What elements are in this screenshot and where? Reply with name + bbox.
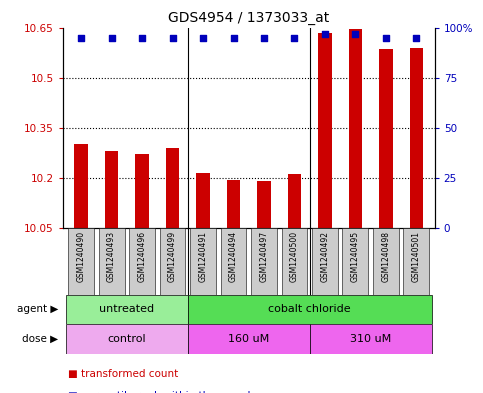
- Text: 160 uM: 160 uM: [228, 334, 270, 344]
- Bar: [188, 295, 432, 324]
- Bar: [166, 148, 179, 228]
- Text: GSM1240494: GSM1240494: [229, 231, 238, 283]
- Bar: [410, 48, 423, 228]
- Bar: [66, 324, 188, 354]
- Text: GSM1240500: GSM1240500: [290, 231, 299, 283]
- Text: GSM1240498: GSM1240498: [382, 231, 390, 282]
- Bar: [257, 181, 271, 228]
- Bar: [342, 228, 369, 295]
- Bar: [318, 33, 332, 228]
- Text: GSM1240491: GSM1240491: [199, 231, 208, 282]
- Bar: [68, 228, 94, 295]
- Point: [321, 30, 329, 37]
- Text: ■ transformed count: ■ transformed count: [68, 369, 178, 379]
- Bar: [227, 180, 241, 228]
- Bar: [135, 154, 149, 228]
- Bar: [282, 228, 307, 295]
- Point: [169, 34, 176, 40]
- Text: control: control: [108, 334, 146, 344]
- Bar: [105, 151, 118, 228]
- Point: [108, 34, 115, 40]
- Text: GSM1240499: GSM1240499: [168, 231, 177, 283]
- Text: GSM1240495: GSM1240495: [351, 231, 360, 283]
- Point: [352, 30, 359, 37]
- Point: [291, 34, 298, 40]
- Text: GSM1240501: GSM1240501: [412, 231, 421, 282]
- Bar: [74, 144, 88, 228]
- Text: GSM1240490: GSM1240490: [77, 231, 85, 283]
- Point: [138, 34, 146, 40]
- Point: [77, 34, 85, 40]
- Text: untreated: untreated: [99, 305, 155, 314]
- Bar: [310, 324, 432, 354]
- Bar: [188, 324, 310, 354]
- Bar: [379, 49, 393, 228]
- Bar: [403, 228, 429, 295]
- Point: [260, 34, 268, 40]
- Bar: [349, 29, 362, 228]
- Bar: [373, 228, 399, 295]
- Bar: [221, 228, 246, 295]
- Bar: [99, 228, 125, 295]
- Point: [199, 34, 207, 40]
- Text: GSM1240493: GSM1240493: [107, 231, 116, 283]
- Point: [382, 34, 390, 40]
- Bar: [66, 295, 188, 324]
- Title: GDS4954 / 1373033_at: GDS4954 / 1373033_at: [168, 11, 329, 25]
- Bar: [190, 228, 216, 295]
- Bar: [312, 228, 338, 295]
- Text: ■ percentile rank within the sample: ■ percentile rank within the sample: [68, 391, 256, 393]
- Text: GSM1240496: GSM1240496: [138, 231, 146, 283]
- Bar: [159, 228, 185, 295]
- Text: GSM1240497: GSM1240497: [259, 231, 269, 283]
- Text: cobalt chloride: cobalt chloride: [269, 305, 351, 314]
- Text: agent ▶: agent ▶: [16, 305, 58, 314]
- Bar: [129, 228, 155, 295]
- Text: GSM1240492: GSM1240492: [320, 231, 329, 282]
- Bar: [196, 173, 210, 228]
- Text: 310 uM: 310 uM: [350, 334, 391, 344]
- Point: [412, 34, 420, 40]
- Text: dose ▶: dose ▶: [22, 334, 58, 344]
- Bar: [287, 174, 301, 228]
- Bar: [251, 228, 277, 295]
- Point: [229, 34, 237, 40]
